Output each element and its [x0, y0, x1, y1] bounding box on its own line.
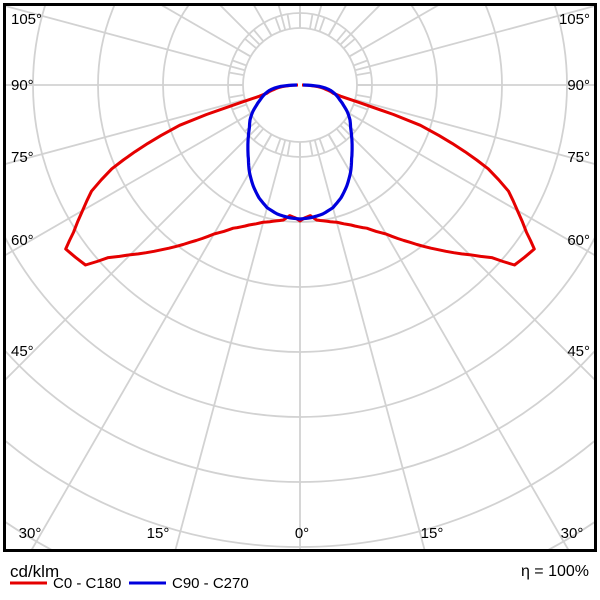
fan-tick	[237, 112, 252, 122]
fan-tick	[263, 133, 273, 148]
fan-tick	[335, 29, 347, 42]
fan-tick	[232, 59, 247, 67]
fan-tick	[353, 59, 368, 67]
radial-angle-line	[6, 98, 246, 165]
fan-tick	[228, 71, 245, 76]
radial-angle-line	[313, 139, 426, 549]
efficiency-label: η = 100%	[521, 563, 589, 580]
angle-label-right: 75°	[567, 149, 590, 166]
fan-tick	[355, 94, 372, 99]
angle-label-right: 60°	[567, 232, 590, 249]
fan-tick	[237, 48, 252, 58]
fan-tick	[232, 103, 247, 111]
angle-label-left: 60°	[11, 232, 34, 249]
fan-tick	[263, 22, 273, 37]
angle-label-bottom: 30°	[19, 525, 42, 542]
fan-tick	[274, 17, 282, 32]
angle-label-bottom: 15°	[147, 525, 170, 542]
legend-label-c90-c270: C90 - C270	[172, 575, 249, 592]
fan-tick	[353, 103, 368, 111]
fan-tick	[309, 140, 314, 157]
fan-tick	[343, 38, 356, 50]
angle-label-bottom: 15°	[421, 525, 444, 542]
fan-tick	[318, 17, 326, 32]
fan-tick	[309, 13, 314, 30]
fan-tick	[244, 38, 257, 50]
angle-label-bottom: 30°	[561, 525, 584, 542]
fan-tick	[286, 140, 291, 157]
radial-angle-line	[161, 6, 252, 58]
fan-tick	[318, 138, 326, 153]
fan-tick	[335, 128, 347, 141]
radial-angle-line	[348, 112, 594, 256]
angle-label-right: 90°	[567, 77, 590, 94]
fan-tick	[327, 133, 337, 148]
radial-angle-line	[6, 112, 252, 256]
fan-tick	[348, 112, 363, 122]
curve-c90-c270	[246, 83, 354, 221]
angle-labels: 105° 90° 75° 60° 45° 105° 90° 75° 60° 45° 30° 15° 0°…	[11, 11, 590, 542]
angle-label-left: 75°	[11, 149, 34, 166]
inner-angle-circle	[242, 27, 358, 143]
unit-label: cd/klm	[10, 562, 59, 581]
radial-angle-line	[6, 124, 261, 381]
radial-angle-line	[6, 6, 246, 72]
distribution-curves	[64, 83, 536, 267]
radial-angle-line	[348, 6, 439, 58]
angle-label-left: 90°	[11, 77, 34, 94]
fan-tick	[274, 138, 282, 153]
angle-label-left: 105°	[11, 11, 42, 28]
angle-label-right: 45°	[567, 343, 590, 360]
angle-label-right: 105°	[559, 11, 590, 28]
fan-tick	[253, 128, 265, 141]
fan-tick	[355, 71, 372, 76]
radial-angle-line	[339, 124, 594, 381]
fan-tick	[253, 29, 265, 42]
radial-angle-line	[31, 133, 273, 549]
fan-tick	[286, 13, 291, 30]
plot-border	[3, 3, 597, 552]
radial-angle-line	[354, 98, 594, 165]
angle-label-bottom: 0°	[295, 525, 309, 542]
fan-tick	[327, 22, 337, 37]
radial-angle-line	[354, 6, 594, 72]
radial-angle-line	[327, 133, 569, 549]
legend-label-c0-c180: C0 - C180	[53, 575, 121, 592]
radial-angle-line	[174, 139, 287, 549]
angle-label-left: 45°	[11, 343, 34, 360]
curve-c0-c180	[64, 83, 536, 267]
fan-tick	[348, 48, 363, 58]
fan-tick	[228, 94, 245, 99]
